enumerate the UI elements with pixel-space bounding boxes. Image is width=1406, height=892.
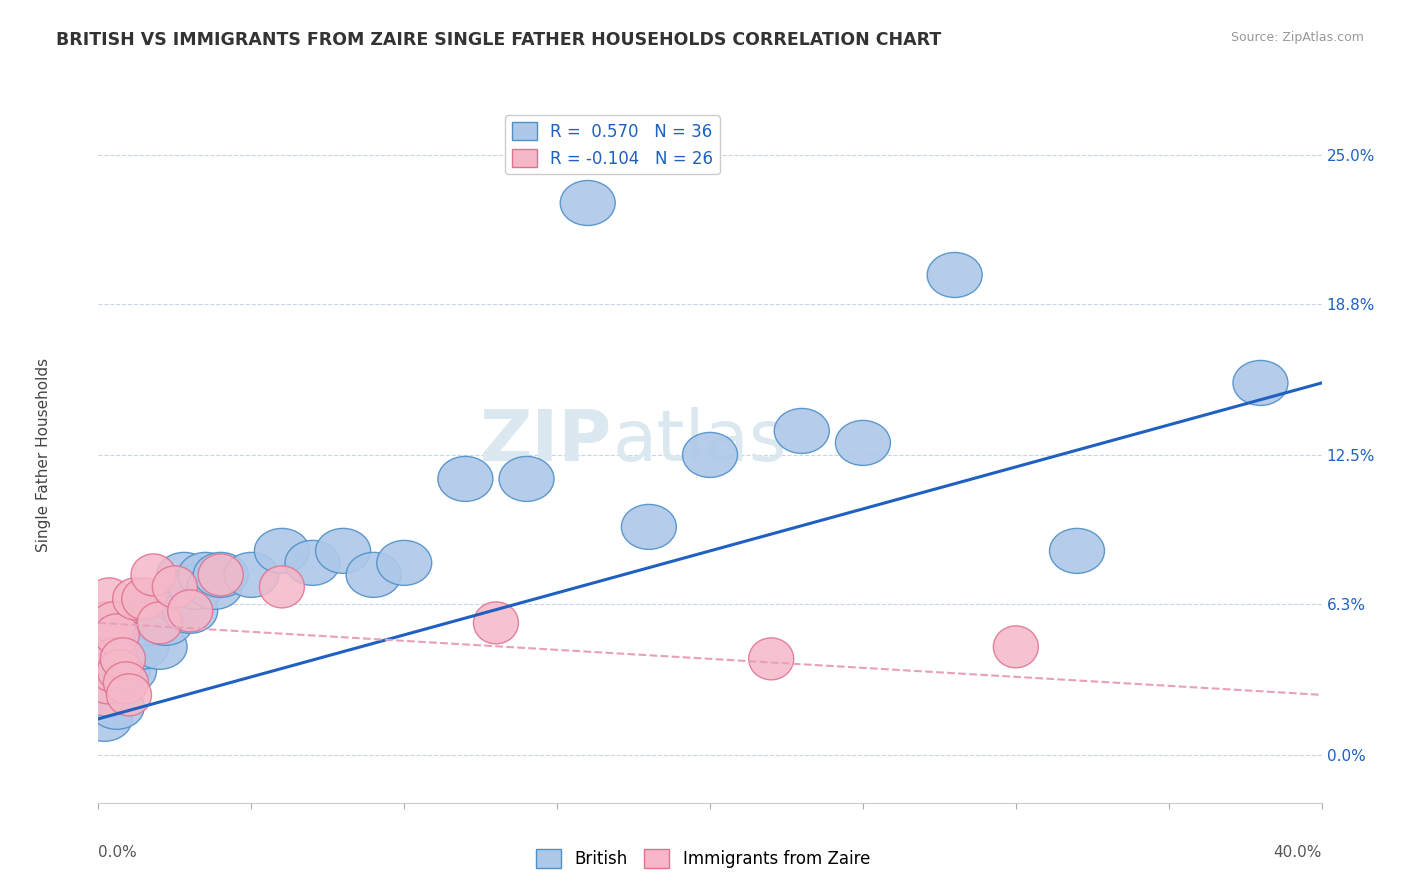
Ellipse shape — [89, 684, 145, 730]
Ellipse shape — [1233, 360, 1288, 406]
Text: BRITISH VS IMMIGRANTS FROM ZAIRE SINGLE FATHER HOUSEHOLDS CORRELATION CHART: BRITISH VS IMMIGRANTS FROM ZAIRE SINGLE … — [56, 31, 942, 49]
Ellipse shape — [285, 541, 340, 585]
Ellipse shape — [114, 624, 169, 669]
Ellipse shape — [80, 673, 135, 717]
Ellipse shape — [474, 602, 519, 644]
Ellipse shape — [775, 409, 830, 453]
Ellipse shape — [83, 602, 128, 644]
Ellipse shape — [112, 578, 157, 620]
Ellipse shape — [377, 541, 432, 585]
Ellipse shape — [835, 420, 890, 466]
Ellipse shape — [136, 602, 183, 644]
Text: 40.0%: 40.0% — [1274, 845, 1322, 860]
Ellipse shape — [100, 638, 145, 680]
Ellipse shape — [156, 552, 211, 598]
Ellipse shape — [167, 590, 212, 632]
Ellipse shape — [86, 660, 141, 706]
Ellipse shape — [87, 578, 132, 620]
Ellipse shape — [90, 650, 135, 692]
Ellipse shape — [108, 612, 163, 657]
Ellipse shape — [91, 602, 136, 644]
Ellipse shape — [1049, 528, 1105, 574]
Ellipse shape — [122, 578, 167, 620]
Ellipse shape — [96, 648, 150, 693]
Ellipse shape — [131, 554, 176, 596]
Ellipse shape — [993, 626, 1039, 668]
Ellipse shape — [346, 552, 401, 598]
Ellipse shape — [89, 626, 134, 668]
Ellipse shape — [120, 600, 174, 646]
Ellipse shape — [148, 576, 202, 622]
Ellipse shape — [163, 589, 218, 633]
Ellipse shape — [193, 552, 249, 598]
Legend: R =  0.570   N = 36, R = -0.104   N = 26: R = 0.570 N = 36, R = -0.104 N = 26 — [505, 115, 720, 174]
Ellipse shape — [259, 566, 305, 607]
Ellipse shape — [187, 565, 242, 609]
Ellipse shape — [560, 180, 616, 226]
Text: Single Father Households: Single Father Households — [37, 358, 51, 552]
Ellipse shape — [152, 566, 197, 607]
Ellipse shape — [127, 589, 181, 633]
Ellipse shape — [132, 624, 187, 669]
Ellipse shape — [101, 648, 156, 693]
Ellipse shape — [82, 673, 127, 716]
Ellipse shape — [437, 457, 494, 501]
Text: atlas: atlas — [612, 407, 786, 475]
Ellipse shape — [179, 552, 233, 598]
Ellipse shape — [198, 554, 243, 596]
Legend: British, Immigrants from Zaire: British, Immigrants from Zaire — [529, 843, 877, 875]
Ellipse shape — [107, 673, 152, 716]
Ellipse shape — [104, 662, 149, 704]
Ellipse shape — [94, 614, 139, 656]
Ellipse shape — [499, 457, 554, 501]
Ellipse shape — [254, 528, 309, 574]
Text: 0.0%: 0.0% — [98, 845, 138, 860]
Ellipse shape — [79, 650, 124, 692]
Ellipse shape — [621, 504, 676, 549]
Ellipse shape — [927, 252, 983, 298]
Ellipse shape — [138, 600, 193, 646]
Ellipse shape — [169, 565, 224, 609]
Ellipse shape — [80, 626, 125, 668]
Ellipse shape — [86, 662, 131, 704]
Ellipse shape — [93, 636, 148, 681]
Ellipse shape — [97, 650, 142, 692]
Text: Source: ZipAtlas.com: Source: ZipAtlas.com — [1230, 31, 1364, 45]
Text: ZIP: ZIP — [479, 407, 612, 475]
Ellipse shape — [77, 697, 132, 741]
Ellipse shape — [224, 552, 278, 598]
Ellipse shape — [93, 638, 138, 680]
Ellipse shape — [682, 433, 738, 477]
Ellipse shape — [748, 638, 794, 680]
Ellipse shape — [315, 528, 371, 574]
